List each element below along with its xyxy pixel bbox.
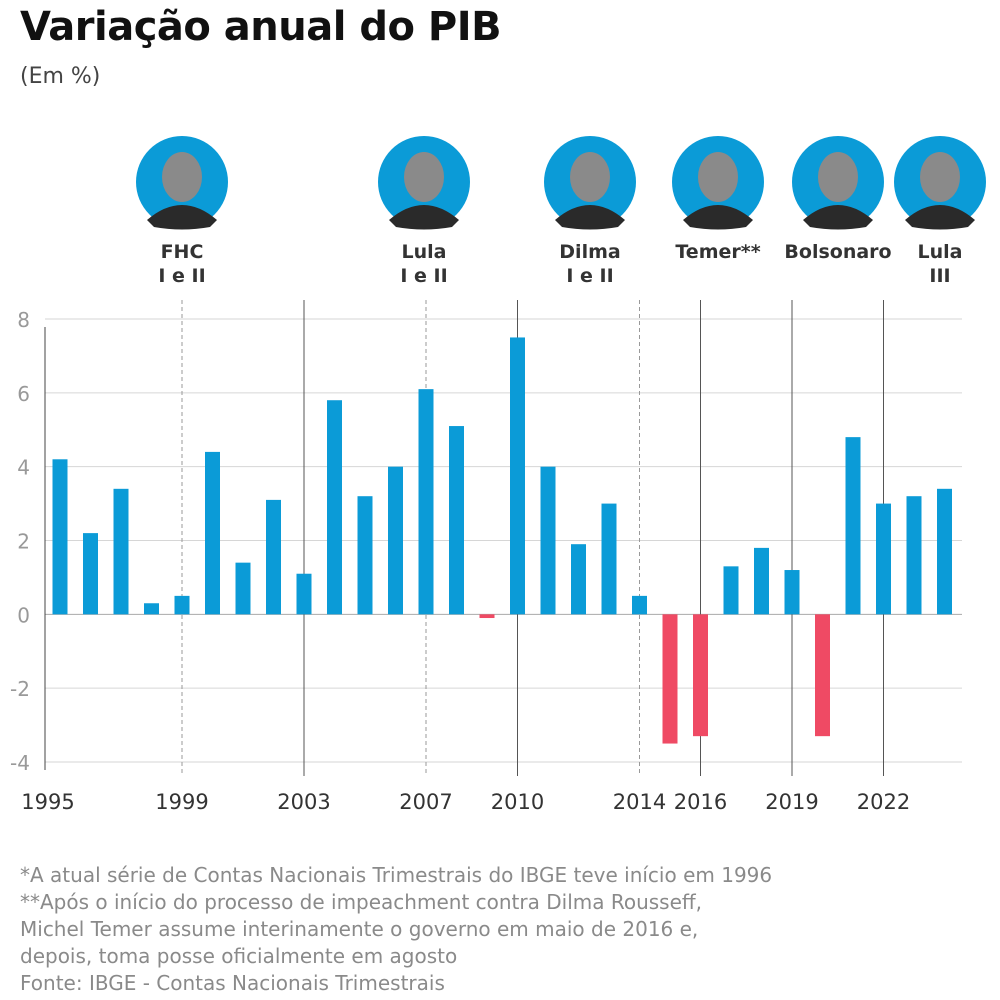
- bar-2007: [418, 389, 434, 615]
- president-term: I e II: [566, 265, 613, 287]
- portrait-head: [570, 152, 610, 202]
- portrait-head: [818, 152, 858, 202]
- bar-2012: [571, 544, 586, 615]
- bar-1995: [52, 459, 68, 615]
- bar-1996: [83, 533, 98, 615]
- bar-2000: [205, 451, 220, 615]
- bar-2023: [906, 496, 922, 615]
- x-tick-label: 2022: [857, 790, 910, 814]
- bar-2001: [235, 562, 251, 615]
- bar-1997: [113, 488, 129, 615]
- x-tick-label: 2014: [613, 790, 666, 814]
- portrait-head: [698, 152, 738, 202]
- y-tick-label: 0: [17, 603, 30, 627]
- president-term: I e II: [400, 265, 447, 287]
- bar-2005: [357, 496, 373, 615]
- bar-2021: [845, 437, 861, 615]
- portrait-body: [555, 205, 625, 230]
- x-tick-label: 2007: [399, 790, 452, 814]
- bar-2016: [693, 614, 708, 737]
- bar-2003: [296, 573, 312, 615]
- y-tick-label: -2: [10, 677, 30, 701]
- footnote: Michel Temer assume interinamente o gove…: [20, 917, 699, 941]
- bar-2010: [510, 337, 525, 615]
- y-tick-label: -4: [10, 751, 30, 775]
- president-term: III: [929, 265, 950, 287]
- y-tick-label: 6: [17, 382, 30, 406]
- footnote: depois, toma posse oficialmente em agost…: [20, 944, 458, 968]
- president-name: Lula: [402, 241, 447, 263]
- president-term: I e II: [158, 265, 205, 287]
- bar-2015: [662, 614, 678, 744]
- bar-2008: [449, 426, 464, 615]
- y-tick-label: 2: [17, 530, 30, 554]
- portrait-head: [920, 152, 960, 202]
- bar-2006: [388, 466, 403, 615]
- source: Fonte: IBGE - Contas Nacionais Trimestra…: [20, 971, 445, 995]
- footnote: **Após o início do processo de impeachme…: [20, 890, 703, 914]
- bar-2018: [754, 547, 769, 615]
- x-tick-label: 2016: [674, 790, 727, 814]
- portrait-body: [389, 205, 459, 230]
- y-tick-label: 8: [17, 308, 30, 332]
- portrait-head: [404, 152, 444, 202]
- portrait-body: [147, 205, 217, 230]
- president-name: FHC: [161, 241, 204, 263]
- x-tick-label: 2019: [765, 790, 818, 814]
- bar-2013: [601, 503, 617, 615]
- president-name: Temer**: [675, 241, 760, 263]
- bar-2019: [784, 570, 800, 615]
- portrait-body: [803, 205, 873, 230]
- footnote: *A atual série de Contas Nacionais Trime…: [20, 863, 773, 887]
- bar-1998: [144, 603, 159, 615]
- chart-subtitle: (Em %): [20, 64, 101, 89]
- bar-2017: [723, 566, 739, 615]
- portrait-body: [905, 205, 975, 230]
- bar-2011: [540, 466, 556, 615]
- president-name: Lula: [918, 241, 963, 263]
- bar-2009: [479, 614, 495, 619]
- bar-1999: [174, 595, 190, 615]
- chart-title: Variação anual do PIB: [20, 4, 502, 50]
- bar-2002: [266, 499, 281, 615]
- portrait-body: [683, 205, 753, 230]
- x-tick-label: 1999: [155, 790, 208, 814]
- bar-2004: [327, 400, 342, 615]
- bar-2014: [632, 595, 647, 615]
- footnotes: *A atual série de Contas Nacionais Trime…: [20, 862, 772, 997]
- bar-2020: [815, 614, 830, 737]
- x-tick-label: 2003: [277, 790, 330, 814]
- x-tick-label: 1995: [21, 790, 74, 814]
- bar-2022: [876, 503, 891, 615]
- president-name: Bolsonaro: [784, 241, 891, 263]
- bar-2024: [937, 488, 952, 615]
- y-tick-label: 4: [17, 456, 30, 480]
- portrait-head: [162, 152, 202, 202]
- x-tick-label: 2010: [491, 790, 544, 814]
- president-name: Dilma: [559, 241, 620, 263]
